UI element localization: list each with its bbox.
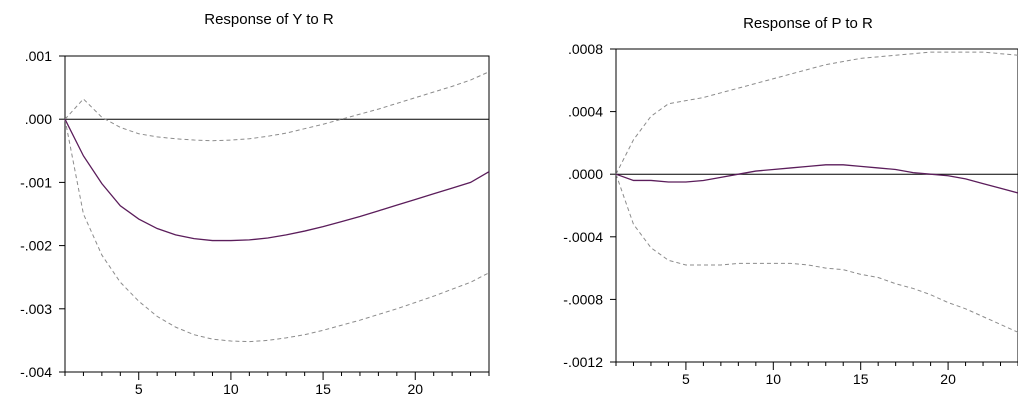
y-tick-label: .0004 bbox=[568, 104, 603, 120]
y-tick-label: -.0004 bbox=[563, 229, 603, 245]
x-tick-label: 5 bbox=[682, 371, 690, 387]
x-tick-label: 20 bbox=[407, 381, 423, 397]
series-response-line bbox=[615, 164, 1018, 194]
series-lower-line bbox=[64, 119, 490, 343]
chart-2: Response of P to R .0008 .0004 .0000 -.0004 -… bbox=[563, 15, 1018, 387]
x-tick-label: 20 bbox=[940, 371, 956, 387]
x-tick-label: 5 bbox=[135, 381, 143, 397]
x-tick-label: 15 bbox=[315, 381, 331, 397]
plot-frame bbox=[615, 48, 1018, 363]
y-tick-label: .0008 bbox=[568, 41, 603, 57]
y-tick-label: .001 bbox=[25, 48, 52, 64]
y-tick-label: -.004 bbox=[20, 364, 52, 380]
y-tick-label: -.002 bbox=[20, 238, 52, 254]
x-tick-label: 10 bbox=[223, 381, 239, 397]
plot-frame bbox=[64, 55, 490, 373]
x-tick-label: 15 bbox=[853, 371, 869, 387]
y-tick-label: -.0008 bbox=[563, 291, 603, 307]
y-tick-label: .0000 bbox=[568, 166, 603, 182]
chart-title: Response of Y to R bbox=[204, 11, 334, 28]
y-tick-label: -.001 bbox=[20, 174, 52, 190]
series-upper-line bbox=[615, 51, 1018, 175]
y-tick-label: -.003 bbox=[20, 301, 52, 317]
series-response-line bbox=[64, 118, 490, 242]
chart-title: Response of P to R bbox=[743, 15, 873, 32]
series-lower-line bbox=[615, 174, 1018, 333]
y-tick-label: -.0012 bbox=[563, 354, 603, 370]
chart-1: Response of Y to R .001 .000 -.001 -.002 -.00… bbox=[20, 11, 490, 397]
x-tick-label: 10 bbox=[766, 371, 782, 387]
series-upper-line bbox=[64, 71, 490, 142]
y-tick-label: .000 bbox=[25, 111, 52, 127]
